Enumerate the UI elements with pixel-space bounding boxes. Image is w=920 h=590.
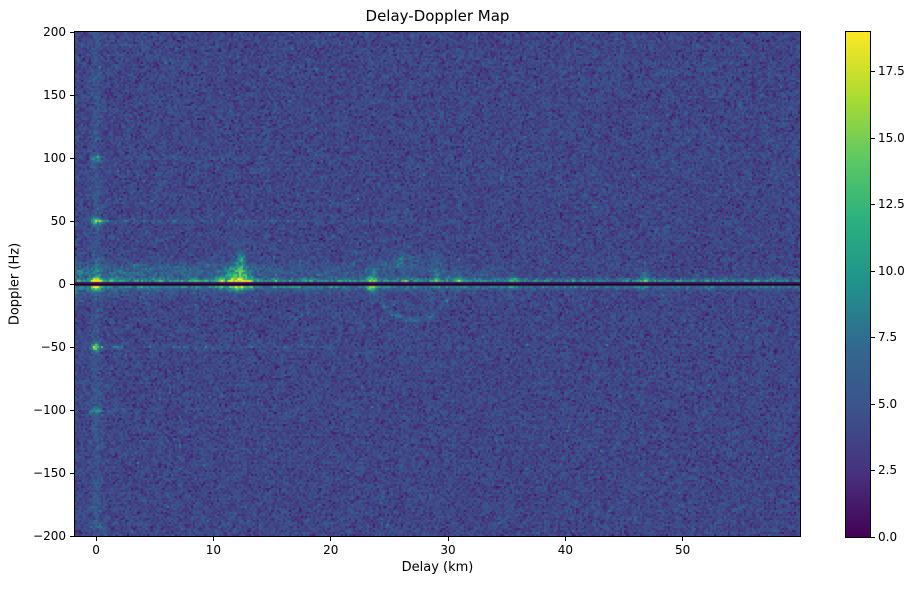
y-tick-label: −150 [33,465,66,480]
colorbar-tick-mark [871,71,875,73]
x-tick-mark [682,537,684,541]
x-tick-label: 10 [205,543,222,557]
heatmap-canvas [75,32,800,536]
y-tick-mark [70,472,74,474]
colorbar-tick-mark [871,337,875,339]
y-tick-label: −200 [33,528,66,543]
y-tick-mark [70,94,74,96]
x-tick-label: 30 [440,543,456,557]
y-tick-mark [70,283,74,285]
y-tick-label: 150 [43,87,66,102]
colorbar-tick-label: 7.5 [878,330,898,345]
plot-area [74,31,801,537]
y-tick-mark [70,31,74,33]
colorbar-tick-label: 2.5 [878,463,898,478]
y-tick-label: 0 [58,276,66,291]
y-tick-mark [70,157,74,159]
x-tick-mark [95,537,97,541]
colorbar-tick-mark [871,470,875,472]
x-tick-label: 0 [92,543,100,557]
y-tick-label: −100 [33,402,66,417]
x-tick-mark [447,537,449,541]
x-axis-label: Delay (km) [401,560,474,575]
y-tick-mark [70,409,74,411]
colorbar-tick-label: 17.5 [878,64,905,79]
colorbar-tick-mark [871,137,875,139]
y-tick-label: 50 [50,213,66,228]
x-tick-mark [330,537,332,541]
colorbar-tick-mark [871,204,875,206]
colorbar [845,31,871,538]
y-tick-mark [70,220,74,222]
colorbar-tick-label: 0.0 [878,529,898,544]
x-tick-label: 40 [557,543,573,557]
y-tick-mark [70,535,74,537]
x-tick-mark [564,537,566,541]
colorbar-tick-mark [871,403,875,405]
colorbar-tick-mark [871,270,875,272]
chart-title: Delay-Doppler Map [365,7,510,25]
x-tick-label: 50 [675,543,691,557]
colorbar-tick-label: 15.0 [878,130,905,145]
y-tick-label: −50 [40,339,66,354]
y-tick-mark [70,346,74,348]
colorbar-tick-mark [871,536,875,538]
x-tick-label: 20 [323,543,339,557]
colorbar-tick-label: 12.5 [878,197,905,212]
colorbar-tick-label: 5.0 [878,396,898,411]
x-tick-mark [212,537,214,541]
y-tick-label: 100 [43,150,66,165]
colorbar-tick-label: 10.0 [878,263,905,278]
y-tick-label: 200 [43,24,66,39]
